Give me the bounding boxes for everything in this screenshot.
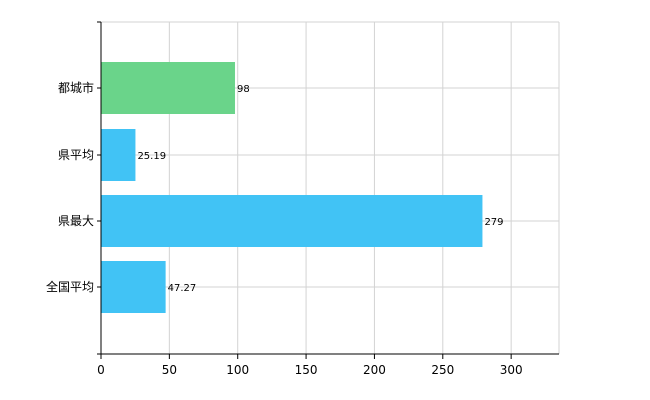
category-label: 県最大 [58, 214, 94, 228]
category-label: 全国平均 [46, 279, 94, 294]
category-label: 県平均 [58, 148, 94, 162]
bar-1 [101, 129, 136, 181]
bar-layer [101, 62, 483, 313]
x-tick-label: 200 [363, 363, 386, 377]
x-tick-label: 250 [431, 363, 454, 377]
x-tick-label: 150 [295, 363, 318, 377]
category-label: 都城市 [58, 80, 94, 95]
label-layer: 98 25.19 279 47.27 [137, 84, 503, 294]
x-tick-label: 50 [162, 363, 177, 377]
data-label: 98 [237, 84, 250, 95]
bar-2 [101, 195, 483, 247]
bar-0 [101, 62, 235, 114]
x-tick-label: 100 [226, 363, 249, 377]
x-tick-label: 300 [500, 363, 523, 377]
bar-3 [101, 261, 166, 313]
data-label: 47.27 [168, 283, 197, 294]
x-tick-label: 0 [97, 363, 105, 377]
data-label: 279 [484, 217, 503, 228]
data-label: 25.19 [137, 151, 166, 162]
